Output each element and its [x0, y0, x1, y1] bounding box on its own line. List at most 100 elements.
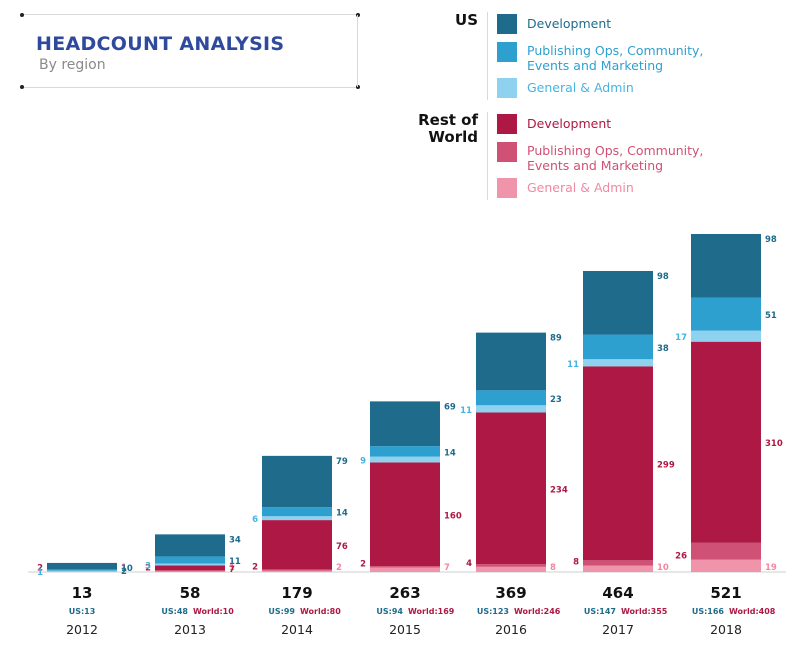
- bar-value-label: 14: [444, 448, 456, 458]
- bar-value-label: 34: [229, 535, 241, 545]
- world-total-label: World:10: [193, 607, 234, 616]
- world-total-label: World:246: [514, 607, 561, 616]
- segment-world-development: [583, 366, 653, 561]
- total-label: 13: [72, 584, 93, 602]
- legend-swatch: [497, 78, 517, 98]
- segment-us-general-admin: [155, 563, 225, 566]
- bar-value-label: 2: [252, 563, 258, 573]
- segment-us-publishing: [691, 297, 761, 331]
- year-tick-label: 2014: [281, 622, 313, 637]
- bar-value-label: 310: [765, 439, 783, 449]
- bar-value-label: 11: [460, 406, 472, 416]
- segment-us-general-admin: [476, 405, 546, 413]
- legend-label: Publishing Ops, Community, Events and Ma…: [527, 143, 704, 173]
- legend-swatch: [497, 42, 517, 62]
- total-label: 263: [389, 584, 420, 602]
- year-tick-label: 2016: [495, 622, 527, 637]
- corner-dot: [356, 13, 360, 17]
- bar-value-label: 8: [550, 563, 556, 573]
- segment-world-development: [262, 520, 332, 570]
- segment-us-development: [370, 401, 440, 447]
- bar-value-label: 7: [229, 565, 235, 575]
- bar-value-label: 69: [444, 402, 456, 412]
- segment-world-development: [370, 462, 440, 567]
- us-total-label: US:94: [376, 607, 403, 616]
- world-total-label: World:80: [300, 607, 341, 616]
- segment-world-general-admin: [262, 570, 332, 572]
- bar-value-label: 11: [567, 360, 579, 370]
- bar-value-label: 98: [657, 272, 669, 282]
- bar-value-label: 8: [573, 558, 579, 568]
- bar-value-label: 2: [145, 563, 151, 573]
- world-total-label: World:355: [621, 607, 668, 616]
- segment-world-publishing: [370, 566, 440, 568]
- segment-us-development: [262, 455, 332, 508]
- legend-swatch: [497, 142, 517, 162]
- segment-world-publishing: [691, 542, 761, 560]
- legend-divider: [487, 12, 488, 100]
- corner-dot: [20, 13, 24, 17]
- bar-value-label: 14: [336, 509, 348, 519]
- bar-value-label: 10: [121, 564, 133, 574]
- segment-us-development: [583, 270, 653, 335]
- legend-label: General & Admin: [527, 80, 634, 95]
- chart-title-box: HEADCOUNT ANALYSIS By region: [20, 13, 360, 89]
- segment-world-general-admin: [691, 559, 761, 572]
- bar-value-label: 7: [444, 563, 450, 573]
- segment-us-general-admin: [262, 516, 332, 521]
- bar-value-label: 1: [121, 563, 127, 573]
- segment-us-general-admin: [370, 456, 440, 463]
- segment-world-development: [155, 565, 225, 571]
- corner-dot: [20, 85, 24, 89]
- bar-value-label: 98: [765, 235, 777, 245]
- bar-value-label: 2: [37, 563, 43, 573]
- us-total-label: US:48: [161, 607, 188, 616]
- world-total-label: World:408: [729, 607, 776, 616]
- year-tick-label: 2018: [710, 622, 742, 637]
- segment-world-publishing: [583, 560, 653, 566]
- bar-value-label: 160: [444, 511, 462, 521]
- us-total-label: US:123: [477, 607, 509, 616]
- chart-subtitle: By region: [39, 57, 106, 73]
- segment-us-publishing: [583, 334, 653, 360]
- bar-value-label: 11: [229, 557, 241, 567]
- bar-value-label: 2: [121, 567, 127, 577]
- us-total-label: US:166: [692, 607, 725, 616]
- bar-value-label: 79: [336, 457, 348, 467]
- total-label: 521: [710, 584, 741, 602]
- bar-value-label: 89: [550, 334, 562, 344]
- bar-value-label: 51: [765, 311, 777, 321]
- legend-world-label: Rest of World: [418, 111, 478, 146]
- segment-us-publishing: [262, 507, 332, 517]
- legend-label: Development: [527, 16, 612, 31]
- total-label: 179: [281, 584, 312, 602]
- bar-value-label: 26: [675, 552, 687, 562]
- segment-us-publishing: [47, 569, 117, 571]
- total-label: 464: [602, 584, 633, 602]
- year-tick-label: 2017: [602, 622, 634, 637]
- us-total-label: US:147: [584, 607, 616, 616]
- bar-value-label: 1: [37, 568, 43, 578]
- bar-value-label: 3: [145, 562, 151, 572]
- bar-value-label: 9: [360, 456, 366, 466]
- legend-label: Development: [527, 116, 612, 131]
- bar-value-label: 1: [229, 563, 235, 573]
- year-tick-label: 2012: [66, 622, 98, 637]
- corner-dot: [356, 85, 360, 89]
- bar-value-label: 2: [336, 563, 342, 573]
- bar-value-label: 2: [360, 559, 366, 569]
- bar-value-label: 76: [336, 542, 348, 552]
- segment-us-development: [47, 562, 117, 570]
- segment-us-general-admin: [583, 359, 653, 367]
- bar-value-label: 38: [657, 344, 669, 354]
- bar-value-label: 299: [657, 460, 675, 470]
- year-tick-label: 2013: [174, 622, 206, 637]
- segment-world-general-admin: [370, 567, 440, 572]
- segment-us-publishing: [370, 446, 440, 457]
- segment-us-publishing: [476, 390, 546, 406]
- legend-divider: [487, 112, 488, 200]
- segment-world-publishing: [262, 569, 332, 571]
- chart-title: HEADCOUNT ANALYSIS: [36, 33, 285, 55]
- us-total-label: US:99: [268, 607, 295, 616]
